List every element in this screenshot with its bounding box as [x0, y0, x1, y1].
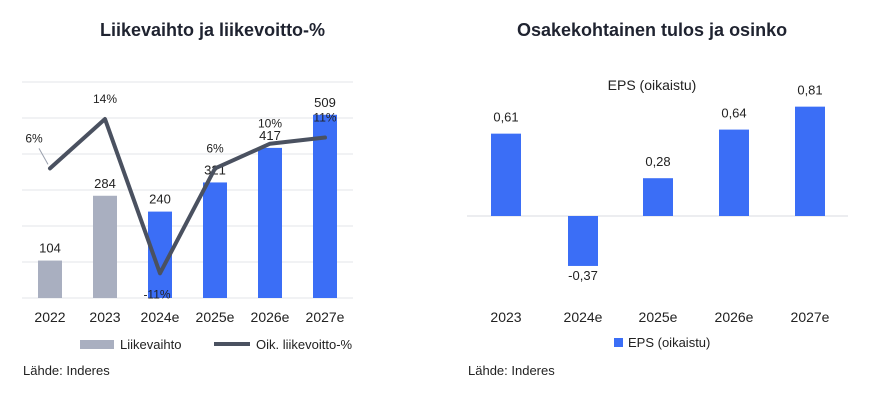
bar-2026e	[258, 147, 282, 298]
right-chart-title: Osakekohtainen tulos ja osinko	[517, 20, 788, 40]
eps-label-2024e: -0,37	[568, 268, 598, 283]
legend-label-margin: Oik. liikevoitto-%	[256, 337, 353, 352]
x-tick-2024e: 2024e	[141, 309, 180, 325]
line-label-2027e: 11%	[313, 111, 336, 125]
eps-bar-2025e	[643, 178, 673, 216]
line-label-2026e: 10%	[258, 117, 282, 131]
x-tick-2025e: 2025e	[196, 309, 235, 325]
line-label-2023: 14%	[93, 92, 117, 106]
right-source-note: Lähde: Inderes	[468, 363, 555, 378]
eps-bar-2027e	[795, 106, 825, 216]
x-tick-2023: 2023	[89, 309, 120, 325]
label-leader-2022	[38, 148, 49, 165]
line-label-2022: 6%	[25, 131, 43, 145]
eps-label-2023: 0,61	[493, 110, 518, 125]
bar-label-2023: 284	[94, 176, 116, 191]
right-x-tick-2025e: 2025e	[639, 309, 678, 325]
bar-2023	[93, 195, 117, 298]
right-chart-subtitle: EPS (oikaistu)	[608, 77, 697, 93]
bar-label-2022: 104	[39, 241, 61, 256]
bar-label-2027e: 509	[314, 95, 336, 110]
x-tick-2022: 2022	[34, 309, 65, 325]
right-x-tick-2024e: 2024e	[564, 309, 603, 325]
bar-2027e	[313, 114, 337, 298]
ebit-margin-line	[48, 117, 327, 276]
line-label-2025e: 6%	[206, 141, 224, 155]
bar-2025e	[203, 182, 227, 298]
eps-label-2025e: 0,28	[645, 154, 670, 169]
eps-bar-2023	[491, 133, 521, 216]
right-x-tick-2026e: 2026e	[715, 309, 754, 325]
eps-label-2026e: 0,64	[721, 106, 746, 121]
right-x-tick-2023: 2023	[490, 309, 521, 325]
legend-label-revenue: Liikevaihto	[120, 337, 181, 352]
left-source-note: Lähde: Inderes	[23, 363, 110, 378]
legend-label-eps: EPS (oikaistu)	[628, 335, 710, 350]
legend-swatch-revenue	[80, 340, 114, 349]
legend-swatch-eps	[614, 338, 623, 347]
x-tick-2026e: 2026e	[251, 309, 290, 325]
bar-label-2024e: 240	[149, 192, 171, 207]
bar-label-2026e: 417	[259, 128, 281, 143]
x-tick-2027e: 2027e	[306, 309, 345, 325]
eps-bar-2026e	[719, 129, 749, 216]
left-chart-title: Liikevaihto ja liikevoitto-%	[100, 20, 326, 40]
line-label-2024e: -11%	[143, 287, 170, 301]
eps-label-2027e: 0,81	[797, 83, 822, 98]
right-x-tick-2027e: 2027e	[791, 309, 830, 325]
bar-2022	[38, 260, 62, 298]
eps-bar-2024e	[568, 216, 598, 266]
